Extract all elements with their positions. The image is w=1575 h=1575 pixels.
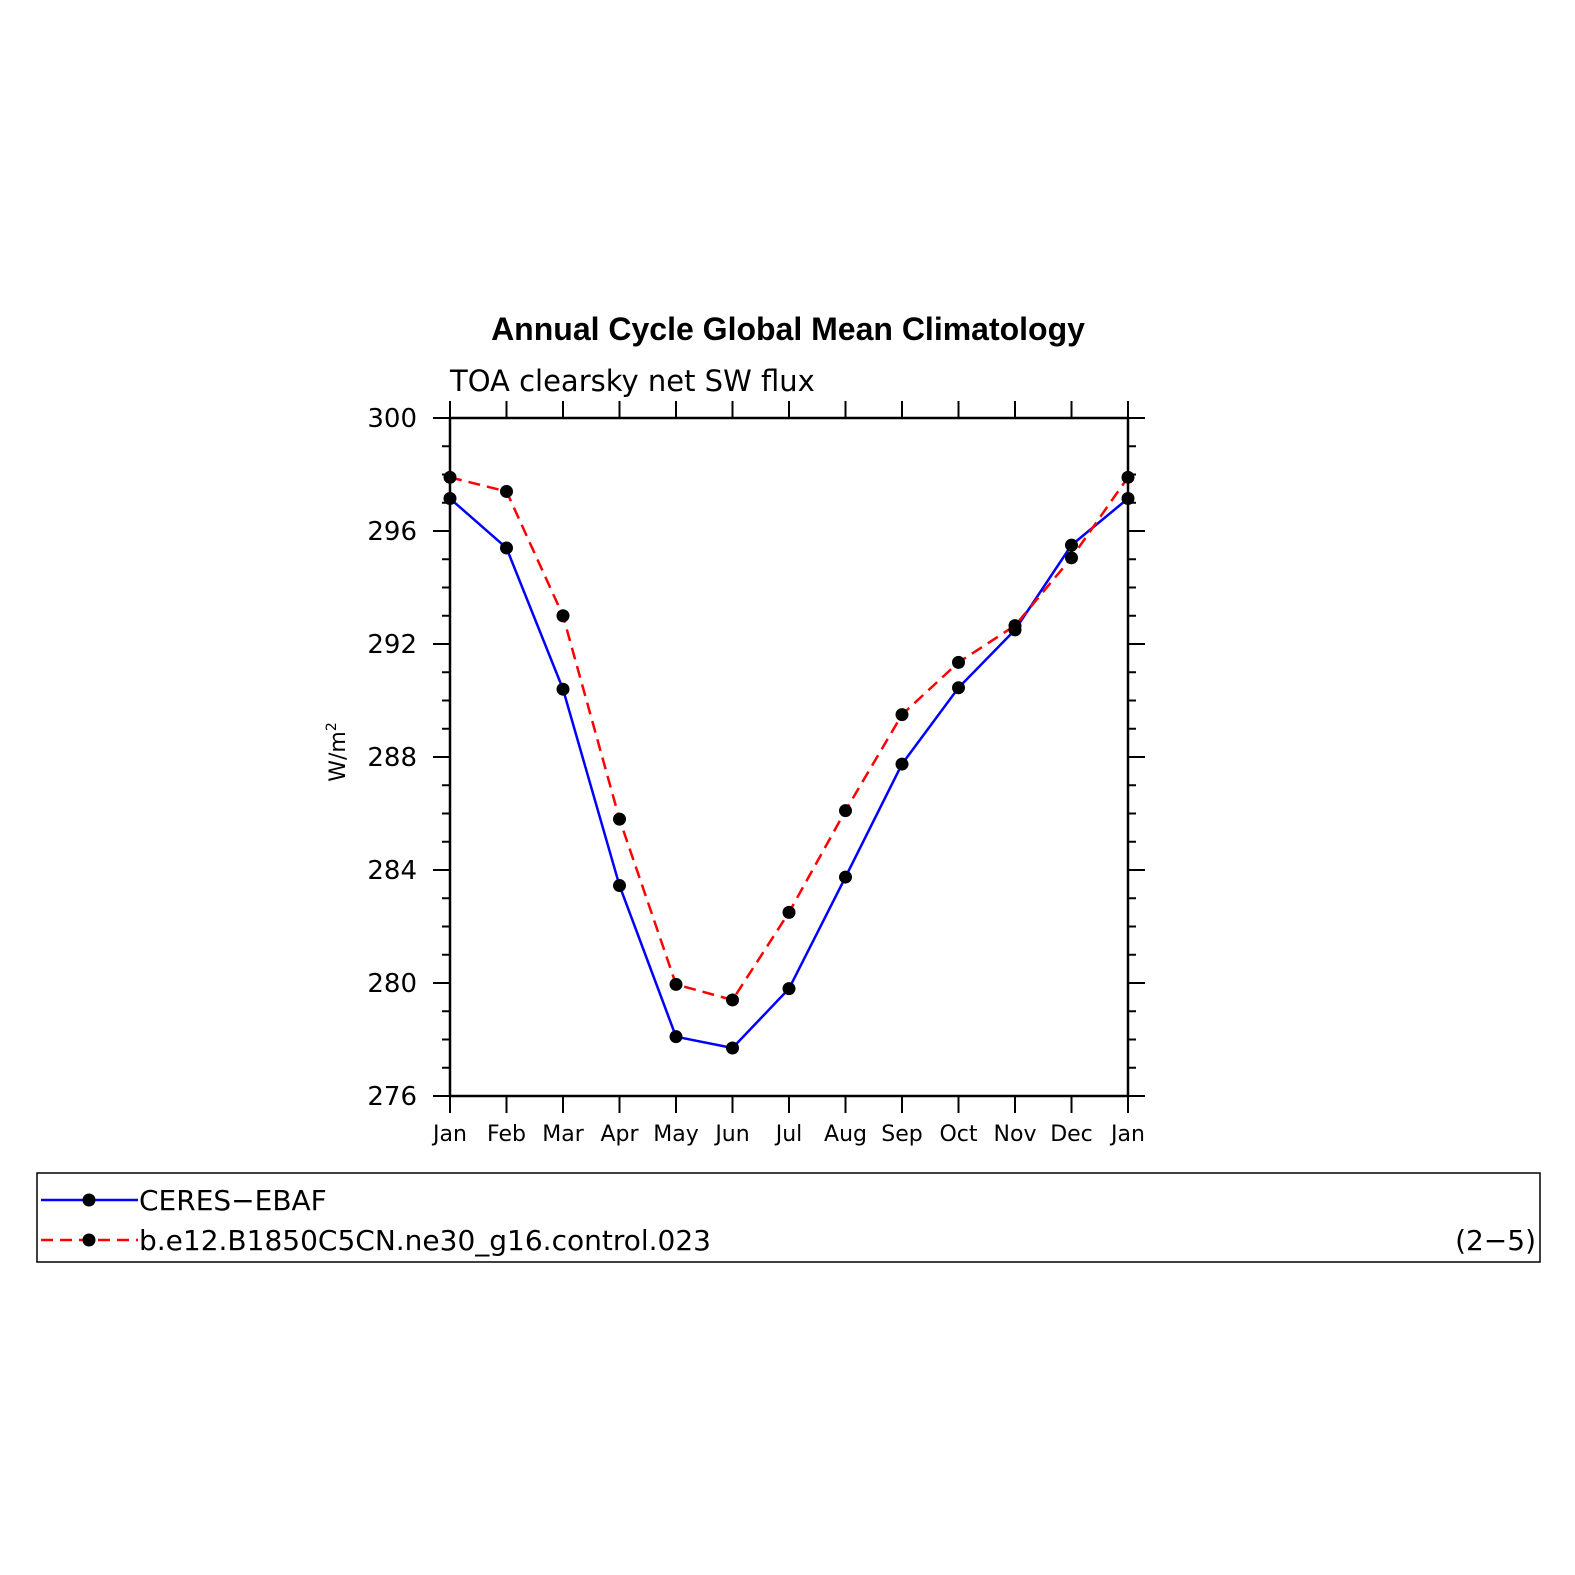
y-axis-label-superscript: 2 (324, 722, 340, 731)
series-2-point (500, 484, 513, 498)
series-1-point (500, 541, 513, 555)
legend: CERES−EBAF b.e12.B1850C5CN.ne30_g16.contr… (41, 1184, 711, 1257)
x-tick-label: Jun (713, 1122, 749, 1147)
series-2-point (613, 812, 626, 826)
legend-box (36, 1172, 1541, 1263)
series-2-point (443, 470, 457, 484)
series-2-point (1065, 551, 1078, 565)
series-2-point (1121, 470, 1135, 484)
y-tick-label: 276 (367, 1082, 417, 1112)
y-tick-label: 300 (367, 404, 417, 434)
y-axis-label-text: W/m (326, 731, 351, 782)
series-1-point (726, 1041, 739, 1055)
series-line-1 (449, 497, 1129, 1050)
x-tick-label: Jan (431, 1122, 467, 1147)
x-tick-label: Feb (487, 1122, 526, 1147)
series-1-point (556, 682, 570, 696)
legend-note: (2−5) (1455, 1224, 1536, 1257)
series-1-point (613, 879, 626, 893)
x-tick-label: Mar (542, 1122, 584, 1147)
series-2-point (952, 655, 965, 669)
series-2-point (1008, 619, 1022, 633)
x-tick-label: Aug (824, 1122, 867, 1147)
y-axis-label: W/m2 (324, 722, 351, 782)
y-tick-label: 296 (367, 517, 417, 547)
legend-label-2: b.e12.B1850C5CN.ne30_g16.control.023 (139, 1224, 711, 1257)
series-2-point (726, 993, 739, 1007)
x-tick-label: Apr (600, 1122, 639, 1147)
series-1-point (1065, 538, 1078, 552)
series-2-point (782, 905, 796, 919)
x-tick-label: Oct (939, 1122, 977, 1147)
series-2-point (556, 609, 570, 623)
legend-marker-2 (82, 1233, 96, 1247)
y-tick-label: 288 (367, 743, 417, 773)
y-tick-label: 292 (367, 630, 417, 660)
x-tick-label: Dec (1050, 1122, 1093, 1147)
series-1-point (1121, 492, 1135, 506)
x-tick-label: Sep (881, 1122, 922, 1147)
chart-subtitle: TOA clearsky net SW flux (449, 364, 815, 398)
y-tick-label: 284 (367, 856, 417, 886)
x-tick-label: Jan (1109, 1122, 1145, 1147)
series-2-point (839, 804, 852, 818)
series-1-point (895, 757, 909, 771)
series-1-point (669, 1030, 683, 1044)
plot-axes: 276 280 284 288 292 296 300 Jan Feb Mar Apr May Jun J… (367, 401, 1145, 1147)
series-1-point (839, 870, 852, 884)
legend-label-1: CERES−EBAF (139, 1184, 327, 1217)
x-tick-label: May (653, 1122, 698, 1147)
series-line-2 (449, 476, 1130, 1002)
x-tick-label: Nov (994, 1122, 1037, 1147)
y-tick-label: 280 (367, 969, 417, 999)
legend-marker-1 (82, 1193, 96, 1207)
plot-marks (443, 470, 1135, 1055)
series-1-point (782, 982, 796, 996)
series-1-point (443, 492, 457, 506)
series-1-point (952, 681, 965, 695)
chart-title: Annual Cycle Global Mean Climatology (491, 311, 1085, 347)
series-2-point (895, 708, 909, 722)
series-2-point (669, 977, 683, 991)
x-tick-label: Jul (774, 1122, 803, 1147)
